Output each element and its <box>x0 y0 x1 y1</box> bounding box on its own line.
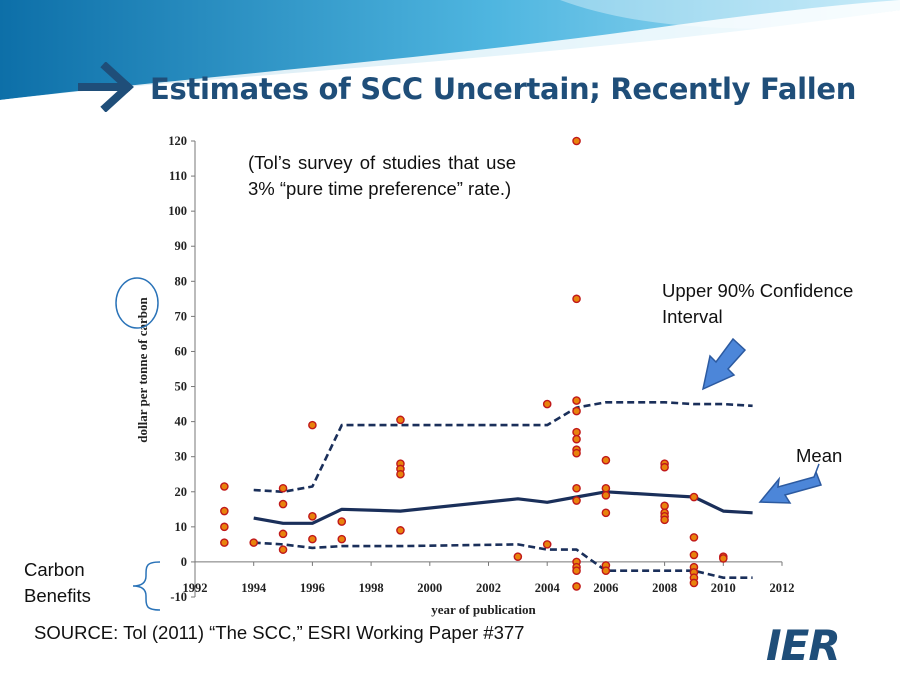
y-tick-label: 60 <box>175 344 188 358</box>
upper-interval-pointer-arrow <box>701 337 747 391</box>
survey-note: (Tol’s survey of studies that use 3% “pu… <box>248 152 516 199</box>
slide-title: Estimates of SCC Uncertain; Recently Fal… <box>150 72 857 106</box>
series-line-mean <box>253 490 753 525</box>
data-point <box>396 526 405 535</box>
x-tick-label: 1994 <box>241 581 267 595</box>
data-point <box>542 540 552 549</box>
x-axis-label: year of publication <box>431 602 536 617</box>
data-point <box>308 512 317 521</box>
y-axis-label: dollar per tonne of carbon <box>135 297 150 443</box>
data-point <box>572 483 581 493</box>
data-point <box>660 501 669 511</box>
data-point <box>572 427 581 437</box>
x-tick-label: 2002 <box>476 581 501 595</box>
data-point <box>513 552 523 561</box>
y-tick-label: 110 <box>169 169 187 183</box>
data-point <box>220 522 229 532</box>
x-tick-label: 1992 <box>183 581 208 595</box>
data-point <box>249 538 258 547</box>
x-tick-label: 1998 <box>359 581 384 595</box>
data-point <box>308 420 317 430</box>
data-point <box>572 566 581 575</box>
data-point <box>278 529 288 539</box>
ylabel-unit-highlight-ring <box>115 277 159 329</box>
x-tick-label: 2010 <box>711 581 736 595</box>
data-point <box>601 508 611 518</box>
data-point <box>601 455 611 465</box>
y-tick-label: 100 <box>168 204 187 218</box>
data-point <box>572 434 581 444</box>
series-line-lower-90-confidence-interval <box>253 541 753 580</box>
x-tick-label: 2008 <box>652 581 677 595</box>
x-tick-label: 2004 <box>535 581 561 595</box>
data-point <box>278 483 288 493</box>
data-point <box>572 448 581 458</box>
data-point <box>396 469 405 479</box>
y-tick-label: 10 <box>175 520 188 534</box>
y-tick-label: 30 <box>175 450 188 464</box>
data-point <box>572 294 581 304</box>
data-point <box>278 545 288 554</box>
y-tick-label: 80 <box>175 274 188 288</box>
y-tick-label: 0 <box>181 555 187 569</box>
data-point <box>601 483 611 493</box>
data-point <box>572 406 581 416</box>
y-tick-label: 40 <box>175 415 188 429</box>
data-point <box>601 490 611 500</box>
x-tick-label: 2012 <box>770 581 795 595</box>
data-point <box>220 506 229 516</box>
y-tick-label: 70 <box>175 309 188 323</box>
series-line-upper-90-confidence-interval <box>253 400 753 494</box>
data-point <box>719 554 728 563</box>
mean-label: Mean <box>796 445 843 466</box>
data-point <box>220 538 229 547</box>
source-citation: SOURCE: Tol (2011) “The SCC,” ESRI Worki… <box>34 622 525 643</box>
data-point <box>572 136 581 146</box>
data-point <box>337 534 347 544</box>
data-point <box>542 399 552 409</box>
y-tick-label: 20 <box>175 485 188 499</box>
upper-interval-label: Upper 90% Confidence Interval <box>662 280 854 327</box>
data-point <box>396 415 405 425</box>
arrow-right-icon <box>78 62 134 112</box>
data-point <box>689 578 699 588</box>
data-point <box>308 534 317 544</box>
y-tick-label: 120 <box>168 134 187 148</box>
carbon-benefits-brace <box>132 561 161 611</box>
x-tick-label: 2000 <box>417 581 442 595</box>
data-point <box>601 566 611 575</box>
data-point <box>572 582 581 591</box>
ier-logo: IER <box>766 621 841 670</box>
carbon-benefits-label: Carbon Benefits <box>24 559 91 606</box>
data-point <box>660 462 669 472</box>
data-point <box>689 550 699 560</box>
data-point <box>572 396 581 405</box>
data-point <box>689 492 699 502</box>
chart-panel <box>120 122 800 620</box>
data-point <box>220 482 229 491</box>
data-point <box>278 499 288 509</box>
y-tick-label: 50 <box>175 380 188 394</box>
mean-pointer-arrow <box>758 463 822 504</box>
data-point <box>660 515 669 525</box>
x-tick-label: 2006 <box>593 581 618 595</box>
data-point <box>689 533 699 542</box>
data-point <box>337 517 347 526</box>
x-tick-label: 1996 <box>300 581 325 595</box>
y-tick-label: 90 <box>175 239 188 253</box>
data-point <box>572 496 581 505</box>
y-tick-label: -10 <box>170 590 187 604</box>
